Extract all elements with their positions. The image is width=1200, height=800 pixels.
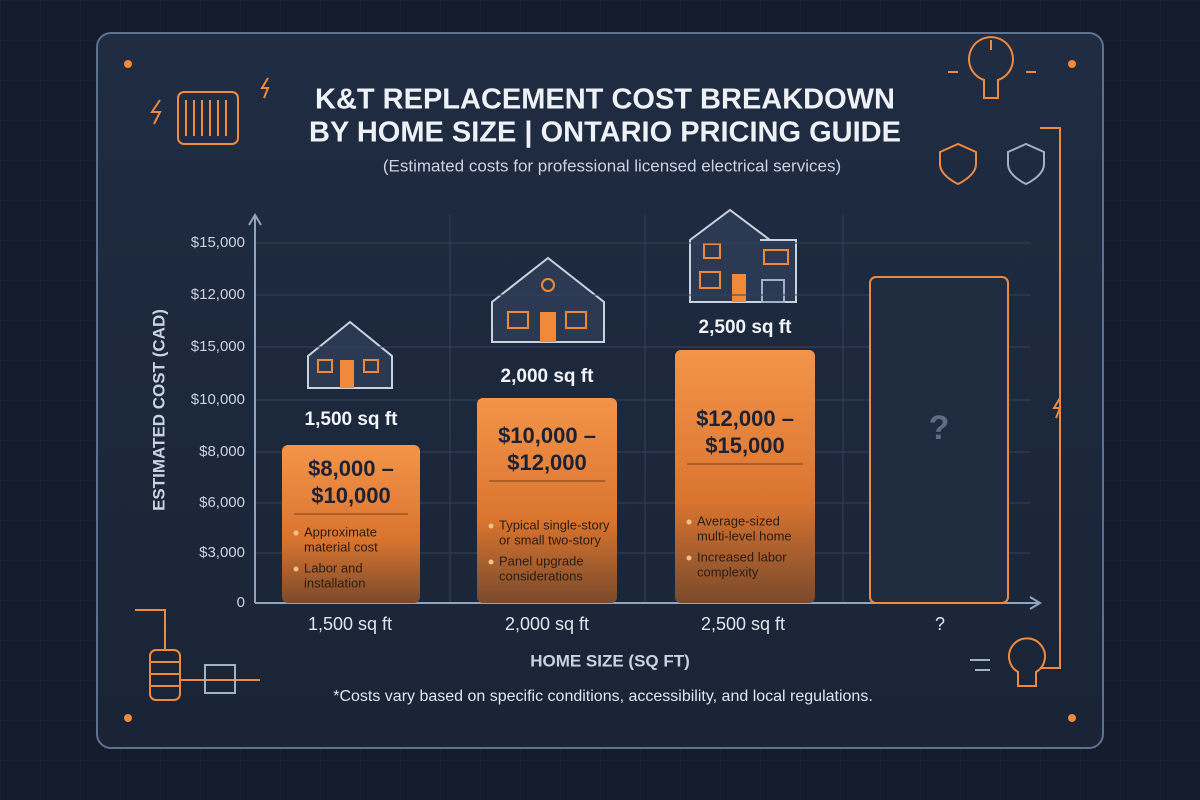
title-line: K&T REPLACEMENT COST BREAKDOWN — [315, 84, 895, 116]
y-tick-label: $8,000 — [199, 443, 245, 460]
cost-bar — [675, 350, 815, 603]
price-range: $10,000 – — [498, 423, 596, 448]
price-range: $12,000 — [507, 450, 587, 475]
size-label: 1,500 sq ft — [305, 409, 399, 430]
note-line: Approximate — [304, 524, 377, 539]
y-tick-label: 0 — [237, 594, 245, 611]
price-range: $10,000 — [311, 483, 391, 508]
y-axis-title: ESTIMATED COST (CAD) — [149, 309, 168, 511]
y-axis — [248, 213, 262, 603]
subtitle: (Estimated costs for professional licens… — [383, 156, 841, 175]
price-range: $15,000 — [705, 433, 785, 458]
y-tick-label: $3,000 — [199, 544, 245, 561]
note-line: considerations — [499, 568, 583, 583]
note-line: or small two-story — [499, 532, 601, 547]
x-tick-label: 2,000 sq ft — [505, 614, 589, 634]
note-line: Increased labor — [697, 549, 787, 564]
note-line: Typical single-story — [499, 517, 610, 532]
note-line: Average-sized — [697, 513, 780, 528]
note-line: complexity — [697, 564, 759, 579]
x-tick-label: 1,500 sq ft — [308, 614, 392, 634]
placeholder-mark: ? — [929, 409, 950, 447]
y-tick-label: $10,000 — [191, 391, 245, 408]
x-tick-label: ? — [935, 614, 945, 634]
bullet — [686, 555, 692, 561]
title-line: BY HOME SIZE | ONTARIO PRICING GUIDE — [309, 117, 901, 149]
bullet — [293, 566, 299, 572]
note-line: material cost — [304, 539, 378, 554]
footnote: *Costs vary based on specific conditions… — [333, 688, 873, 705]
bullet — [293, 530, 299, 536]
bullet — [488, 523, 494, 529]
y-tick-label: $6,000 — [199, 494, 245, 511]
price-range: $8,000 – — [308, 456, 394, 481]
note-line: multi-level home — [697, 528, 792, 543]
corner-dots — [124, 60, 1076, 722]
house-icons — [307, 208, 797, 389]
price-range: $12,000 – — [696, 406, 794, 431]
x-axis-title: HOME SIZE (SQ FT) — [530, 651, 690, 670]
decor-icons — [135, 36, 1062, 701]
cost-bar — [477, 398, 617, 603]
y-tick-label: $12,000 — [191, 286, 245, 303]
x-tick-label: 2,500 sq ft — [701, 614, 785, 634]
size-label: 2,000 sq ft — [501, 366, 595, 387]
y-tick-label: $15,000 — [191, 338, 245, 355]
note-line: Labor and — [304, 560, 363, 575]
bullet — [686, 519, 692, 525]
note-line: Panel upgrade — [499, 553, 584, 568]
cost-bar — [282, 445, 420, 603]
placeholder-bar — [869, 276, 1009, 604]
note-line: installation — [304, 575, 365, 590]
bullet — [488, 559, 494, 565]
y-tick-label: $15,000 — [191, 234, 245, 251]
size-label: 2,500 sq ft — [699, 317, 793, 338]
